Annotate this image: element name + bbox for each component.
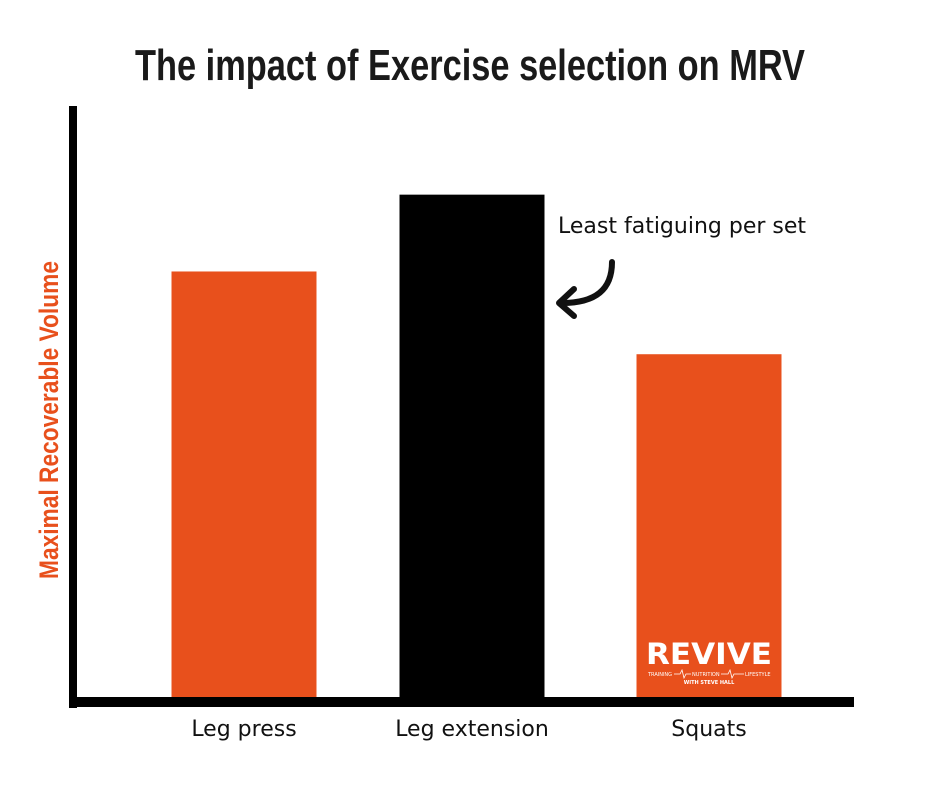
- heartbeat-line-icon-2: [721, 668, 744, 680]
- y-axis-label: Maximal Recoverable Volume: [34, 261, 64, 579]
- revive-logo: REVIVE TRAINING NUTRITION LIFESTYLE WITH…: [646, 637, 772, 686]
- heartbeat-line-icon: [674, 668, 691, 680]
- x-axis-line: [69, 697, 854, 707]
- logo-name: REVIVE: [646, 637, 772, 671]
- bar-leg-press: [171, 271, 317, 697]
- bar-squats: [636, 354, 782, 697]
- x-tick-label-squats: Squats: [671, 717, 746, 742]
- logo-tagline-mid: NUTRITION: [692, 672, 720, 678]
- annotation-arrow: [559, 259, 615, 306]
- x-tick-label-leg-extension: Leg extension: [395, 717, 549, 742]
- annotation-text: Least fatiguing per set: [558, 214, 806, 239]
- bars-group: [171, 194, 782, 697]
- x-tick-label-leg-press: Leg press: [191, 717, 296, 742]
- annotation-arrowhead: [556, 286, 577, 319]
- logo-tagline-right: LIFESTYLE: [745, 672, 771, 678]
- y-axis-line: [69, 106, 77, 708]
- chart-title: The impact of Exercise selection on MRV: [135, 41, 806, 90]
- bar-leg-extension: [399, 194, 545, 697]
- x-tick-labels: Leg press Leg extension Squats: [191, 717, 746, 742]
- logo-byline: WITH STEVE HALL: [684, 680, 735, 686]
- logo-tagline-left: TRAINING: [647, 672, 672, 678]
